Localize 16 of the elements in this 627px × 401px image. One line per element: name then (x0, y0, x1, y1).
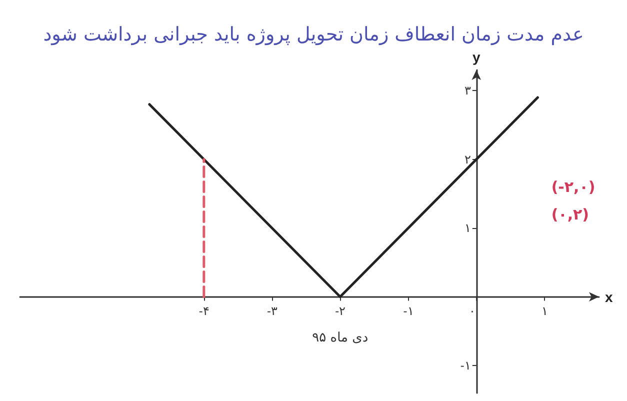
chart-title: عدم مدت زمان انعطاف زمان تحویل پروژه باید جبرانی برداشت شود (43, 24, 584, 46)
annotation: دی ماه ۹۵ (312, 330, 368, 346)
x-axis-title: x (605, 288, 613, 305)
x-tick-label: -۱ (403, 304, 414, 318)
x-tick-label: -۳ (267, 304, 278, 318)
x-tick-label: -۲ (335, 304, 346, 318)
x-tick-label: ۰ (468, 304, 475, 318)
x-tick-label: -۴ (198, 304, 209, 318)
y-tick-label: ۲ (464, 152, 470, 166)
y-tick-label: ۱ (464, 221, 470, 236)
y-axis-title: y (472, 49, 480, 65)
x-tick-label: ۱ (542, 304, 548, 318)
y-tick-label: ۳ (464, 84, 472, 98)
y-tick-label: -۱ (460, 358, 470, 373)
annotation: (-۲,۰) (551, 178, 596, 196)
annotation: (۰,۲) (551, 205, 590, 224)
